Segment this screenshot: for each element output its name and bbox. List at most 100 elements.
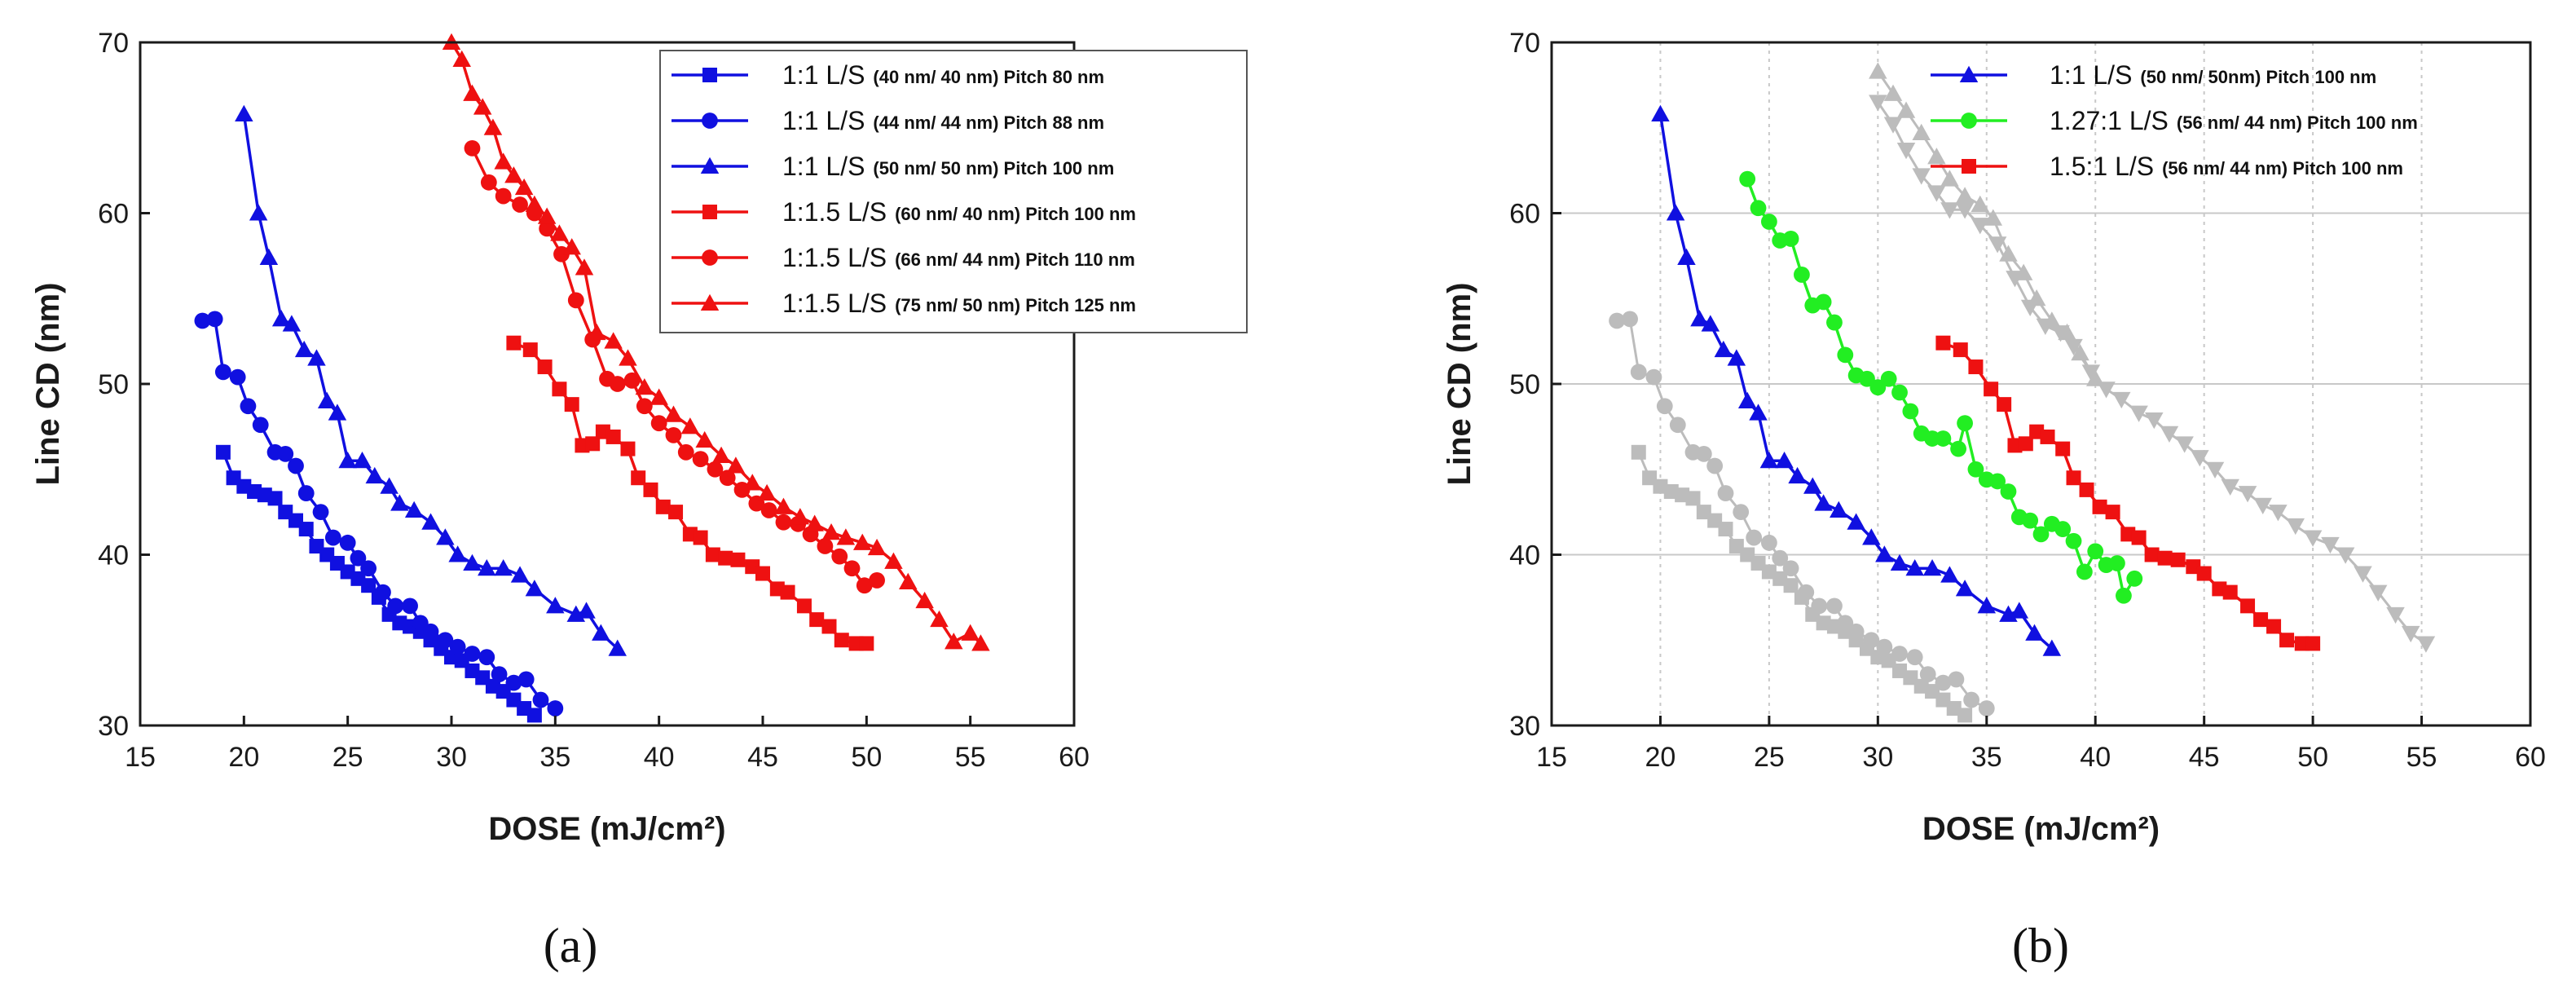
background-point xyxy=(2175,436,2194,453)
background-point xyxy=(2191,450,2209,467)
series-line xyxy=(242,113,619,650)
legend-swatch-marker xyxy=(700,157,720,174)
data-point xyxy=(1922,559,1942,576)
x-tick-label: 35 xyxy=(1971,742,2002,773)
data-point xyxy=(1666,204,1685,221)
data-point xyxy=(884,552,903,569)
data-point xyxy=(259,248,279,265)
background-point xyxy=(1940,170,1959,187)
data-point xyxy=(1950,440,1966,457)
data-point xyxy=(240,398,257,415)
data-point xyxy=(631,470,646,486)
data-point xyxy=(650,415,667,432)
legend: 1:1 L/S (50 nm/ 50nm) Pitch 100 nm 1.27:1 … xyxy=(1931,60,2418,181)
legend-label-detail: (50 nm/ 50 nm) Pitch 100 nm xyxy=(873,158,1114,179)
data-point xyxy=(1935,335,1951,351)
x-tick-label: 30 xyxy=(1862,742,1893,773)
background-point xyxy=(1847,623,1865,640)
data-point xyxy=(1714,340,1733,358)
background-point xyxy=(1896,101,1916,118)
data-point xyxy=(650,388,668,405)
data-point xyxy=(1727,349,1746,366)
data-point xyxy=(478,649,495,666)
data-point xyxy=(550,224,569,241)
data-point xyxy=(719,470,736,487)
data-point xyxy=(491,666,508,683)
data-point xyxy=(1902,403,1919,420)
data-point xyxy=(1967,461,1984,478)
background-series xyxy=(1869,95,2436,653)
background-point xyxy=(1919,666,1936,683)
data-point xyxy=(1782,231,1799,247)
data-point xyxy=(2157,550,2173,566)
y-tick-label: 30 xyxy=(1509,711,1540,742)
data-point xyxy=(774,497,793,514)
background-point xyxy=(1955,202,1975,219)
background-point xyxy=(2081,364,2101,381)
data-point xyxy=(620,441,636,456)
data-point xyxy=(249,204,268,221)
data-point xyxy=(1803,477,1822,494)
data-point xyxy=(915,591,934,609)
background-point xyxy=(1906,649,1923,666)
data-point xyxy=(817,538,834,554)
background-series xyxy=(1609,311,1995,717)
data-point xyxy=(267,491,283,506)
data-point xyxy=(505,674,522,691)
background-point xyxy=(1706,457,1724,474)
data-point xyxy=(1750,200,1767,217)
legend-item-4: 1:1.5 L/S (60 nm/ 40 nm) Pitch 100 nm xyxy=(672,197,1136,227)
data-point xyxy=(271,310,291,327)
data-point xyxy=(510,566,530,583)
data-point xyxy=(1788,466,1807,484)
data-point xyxy=(2065,532,2082,549)
data-point xyxy=(312,504,329,521)
background-point xyxy=(1891,646,1908,662)
y-tick-label: 40 xyxy=(1509,540,1540,571)
data-point xyxy=(2042,639,2062,656)
data-point xyxy=(859,636,874,651)
legend-label-detail: (50 nm/ 50nm) Pitch 100 nm xyxy=(2140,67,2376,87)
x-tick-label: 35 xyxy=(539,742,570,773)
x-tick-label: 60 xyxy=(2515,742,2546,773)
data-point xyxy=(353,452,372,469)
x-tick-label: 25 xyxy=(1754,742,1785,773)
data-point xyxy=(567,292,584,309)
data-point xyxy=(537,359,553,375)
data-point xyxy=(402,598,418,615)
data-point xyxy=(726,456,746,474)
data-point xyxy=(2010,602,2029,619)
legend-item-2: 1:1 L/S (44 nm/ 44 nm) Pitch 88 nm xyxy=(672,106,1104,135)
data-point xyxy=(677,443,694,461)
y-tick-label: 60 xyxy=(98,199,129,230)
background-point xyxy=(2160,426,2179,443)
data-point xyxy=(961,624,980,641)
background-point xyxy=(1718,522,1733,537)
data-point xyxy=(517,671,535,688)
data-point xyxy=(780,584,795,600)
background-point xyxy=(1826,598,1843,615)
legend-label-detail: (66 nm/ 44 nm) Pitch 110 nm xyxy=(895,249,1135,270)
data-point xyxy=(643,482,658,497)
background-point xyxy=(2286,518,2305,536)
data-point xyxy=(328,403,347,421)
legend-swatch-marker xyxy=(1962,159,1976,174)
series-6 xyxy=(442,33,990,651)
background-point xyxy=(1927,148,1946,165)
data-point xyxy=(504,166,523,183)
data-point xyxy=(1984,381,1999,397)
data-point xyxy=(718,550,733,566)
data-point xyxy=(945,633,963,650)
data-point xyxy=(623,372,641,389)
background-point xyxy=(1695,445,1712,462)
data-point xyxy=(755,566,770,581)
data-point xyxy=(297,485,315,501)
data-point xyxy=(564,397,579,412)
background-point xyxy=(1935,674,1952,691)
data-point xyxy=(387,598,404,615)
data-point xyxy=(668,505,684,520)
legend-item-6: 1:1.5 L/S (75 nm/ 50 nm) Pitch 125 nm xyxy=(672,289,1136,318)
